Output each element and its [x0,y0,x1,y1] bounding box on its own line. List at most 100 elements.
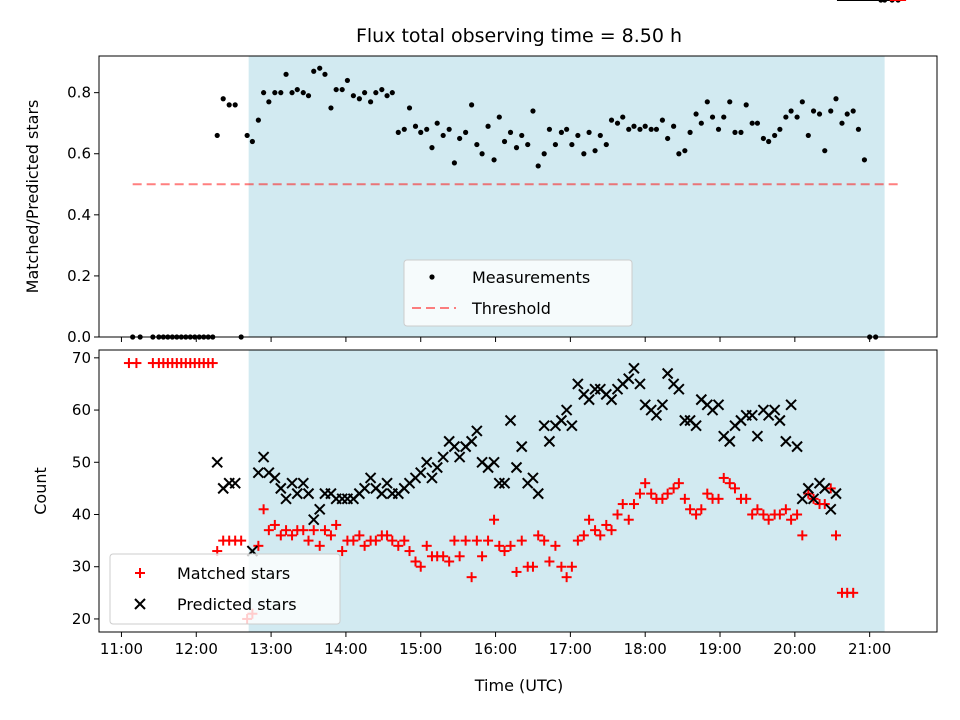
measurement-point [373,90,379,96]
predicted-point [381,477,393,489]
legend-box [403,259,633,327]
predicted-point [516,440,528,453]
predicted-point [211,456,223,468]
matched-point [516,535,527,546]
predicted-point [280,493,292,505]
predicted-point [465,435,478,448]
matched-point [556,561,567,572]
matched-point [527,561,538,572]
measurement-point [226,102,232,108]
matched-point [758,509,769,520]
predicted-point [421,456,433,468]
predicted-point [297,477,309,489]
count-panel: 20 30 40 50 60 70 11:00 12:00 13:00 14:00 15:00 16… [31,0,938,695]
x-axis-label: Time (UTC) [474,676,563,695]
predicted-point [358,482,371,495]
measurement-point [289,90,295,96]
measurement-point [861,157,868,163]
x-axis-ticks: 11:00 12:00 13:00 14:00 15:00 16:00 17:00 18:00… [100,632,891,658]
legend-predicted-label: Predicted stars [177,595,297,614]
measurement-point [519,132,525,139]
measurement-point [839,120,845,126]
measurement-point [546,126,553,132]
matched-point [325,530,336,541]
matched-point [747,509,758,520]
predicted-point [712,399,725,411]
predicted-point [605,393,618,406]
measurement-point [457,135,463,142]
measurement-point [614,120,621,126]
measurement-point [300,90,306,96]
measurement-point [317,65,323,71]
matched-point [634,488,645,499]
measurement-point [485,123,491,129]
measurement-point [305,93,312,99]
matched-point [421,540,432,551]
matched-point [628,499,639,510]
matched-point [370,535,381,546]
y-axis-ticks: 20 30 40 50 60 70 [72,349,99,628]
measurement-point [575,132,581,139]
predicted-point [257,451,270,463]
predicted-point [426,472,438,484]
measurement-point [732,129,738,135]
matched-point [640,478,651,489]
measurement-point [339,86,345,93]
matched-point [848,587,859,598]
measurement-point [682,148,688,154]
ratio-panel: 0.00.20.40.60.8 Matched/Predicted stars … [23,0,938,346]
matched-point [236,535,247,546]
matched-point [511,566,522,577]
matched-point [539,535,550,546]
measurement-point [501,138,508,145]
matched-point [544,556,555,567]
matched-point [668,483,679,494]
measurement-point [350,93,356,99]
measurement-point [749,120,755,126]
predicted-point [673,383,685,395]
measurement-point [535,163,541,169]
measurement-point [721,114,727,120]
matched-point [483,535,494,546]
matched-point [623,514,634,525]
matched-point [763,514,774,525]
matched-point [258,504,269,515]
measurement-point [429,145,435,151]
y-tick-label: 30 [72,558,91,576]
measurement-point [805,132,811,139]
matched-point [444,556,455,567]
measurement-point [333,86,339,93]
y-tick-label: 0.2 [67,267,91,285]
legend-x-glyph [134,598,146,610]
matched-point [646,488,657,499]
measurement-point [261,90,267,96]
legend: Measurements Threshold [403,259,633,327]
x-tick-label: 16:00 [474,640,517,658]
measurement-point [558,129,564,135]
x-tick-label: 20:00 [773,640,816,658]
measurements-series [130,0,901,340]
measurement-point [592,148,598,154]
measurement-point [581,151,587,157]
measurement-point [794,114,800,120]
matched-point [454,551,465,562]
measurement-point [266,99,272,105]
matched-point [449,535,460,546]
matched-point [752,504,763,515]
measurement-point [384,93,390,99]
legend-measurements-label: Measurements [472,268,590,287]
measurement-point [513,145,520,151]
y-tick-label: 0.4 [67,206,91,224]
matched-point [724,478,735,489]
measurement-point [530,108,536,114]
measurement-point [783,114,789,120]
legend-threshold-label: Threshold [471,299,551,318]
measurement-point [401,126,407,132]
predicted-point [623,373,635,385]
measurement-point [603,141,609,148]
observing-window-shade [248,350,885,632]
matched-point [825,483,836,494]
matched-point [314,540,325,551]
matched-point [578,530,589,541]
y-axis-label: Matched/Predicted stars [23,100,42,294]
